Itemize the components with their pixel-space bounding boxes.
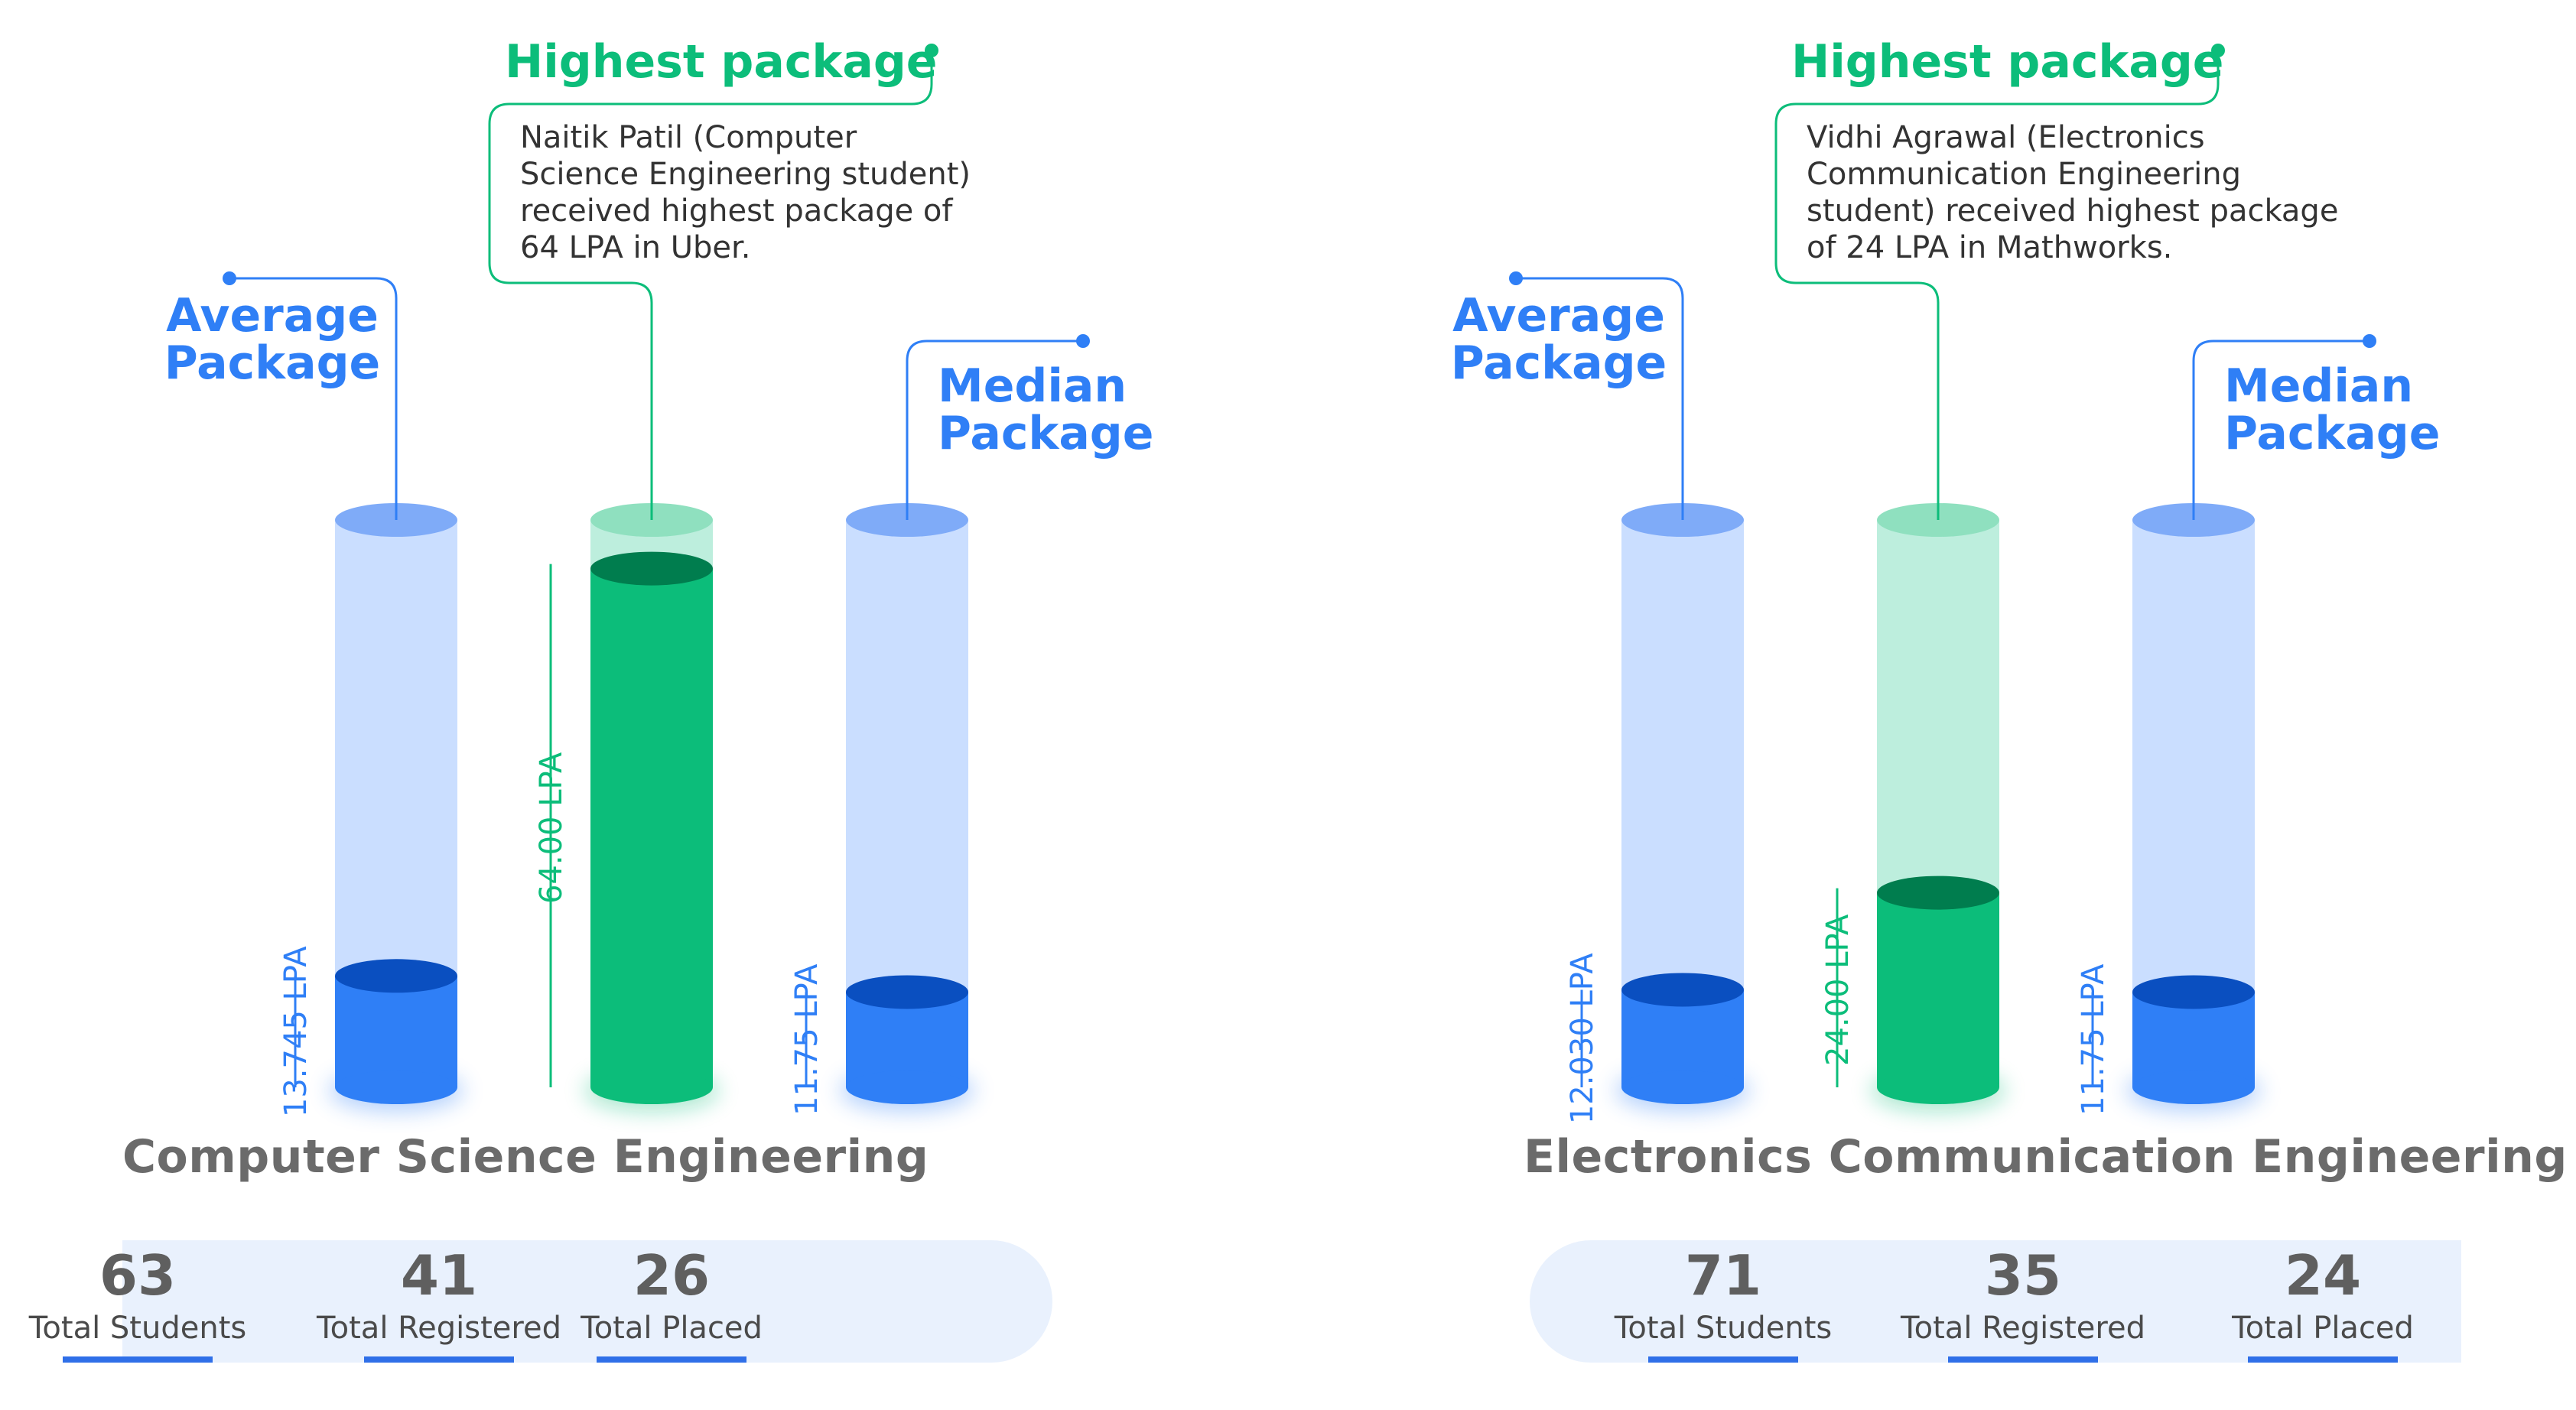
tube-background [1877,520,1999,893]
stat-underline [364,1356,514,1363]
bar-base [590,1070,713,1104]
value-label: 11.75 LPA [789,963,825,1116]
callout-highest-note: Naitik Patil (Computer Science Engineeri… [520,120,971,265]
bar-top-surface [2132,975,2255,1009]
callout-connector [1516,277,1684,520]
callout-average-title: Average Package [164,289,381,390]
stats-bar: 63 Total Students 41 Total Registered 26… [29,1240,1052,1363]
bar-fill [1877,892,1999,1087]
stat-value: 24 [2284,1243,2362,1308]
callout-highest-title: Highest package [505,35,938,89]
bar-top-surface [1621,973,1744,1007]
stat-underline [597,1356,746,1363]
stat-value: 41 [400,1243,478,1308]
callout-median-title: Median Package [2224,359,2441,460]
bar-top-surface [335,959,457,993]
callout-median-title: Median Package [938,359,1154,460]
callout-connector [906,340,1083,520]
stat-label: Total Placed [581,1311,763,1346]
stat-total-registered: 41 Total Registered [301,1240,577,1363]
stat-value: 26 [633,1243,711,1308]
stat-label: Total Students [1614,1311,1833,1346]
callout-connector [488,50,933,520]
stat-underline [2248,1356,2398,1363]
stat-underline [63,1356,213,1363]
stat-label: Total Placed [2232,1311,2414,1346]
chart-title: Computer Science Engineering [122,1130,929,1184]
value-label: 12.030 LPA [1565,953,1600,1125]
stat-value: 71 [1684,1243,1762,1308]
stat-value: 63 [99,1243,177,1308]
value-label: 13.745 LPA [278,946,314,1118]
bar-base [846,1070,968,1104]
callout-connector [2192,340,2369,520]
stat-total-students: 71 Total Students [1586,1240,1861,1363]
bar-base [335,1070,457,1104]
callout-highest-title: Highest package [1791,35,2224,89]
tube-background [846,520,968,993]
callout-connector [1774,50,2220,520]
stat-total-placed: 24 Total Placed [2185,1240,2461,1363]
bar-fill [335,976,457,1087]
value-label: 24.00 LPA [1820,914,1856,1066]
stat-total-placed: 26 Total Placed [534,1240,809,1363]
bar-base [2132,1070,2255,1104]
stat-total-registered: 35 Total Registered [1885,1240,2161,1363]
bar-base [1877,1070,1999,1104]
stat-label: Total Registered [317,1311,561,1346]
stats-bar: 71 Total Students 35 Total Registered 24… [1530,1240,2461,1363]
stat-total-students: 63 Total Students [0,1240,275,1363]
chart-title: Electronics Communication Engineering [1524,1130,2568,1184]
bar-top-surface [846,975,968,1009]
stat-value: 35 [1984,1243,2062,1308]
stat-label: Total Registered [1901,1311,2145,1346]
tube-background [1621,520,1744,990]
bar-top-surface [1877,876,1999,910]
tube-background [2132,520,2255,993]
stat-label: Total Students [28,1311,247,1346]
callout-average-title: Average Package [1450,289,1667,390]
bar-top-surface [590,551,713,586]
stat-underline [1948,1356,2098,1363]
callout-connector [229,277,398,520]
bar-fill [590,568,713,1087]
tube-background [335,520,457,976]
value-label: 11.75 LPA [2076,963,2111,1116]
callout-highest-note: Vidhi Agrawal (Electronics Communication… [1807,120,2339,265]
value-label: 64.00 LPA [534,752,569,904]
stat-underline [1648,1356,1798,1363]
bar-base [1621,1070,1744,1104]
